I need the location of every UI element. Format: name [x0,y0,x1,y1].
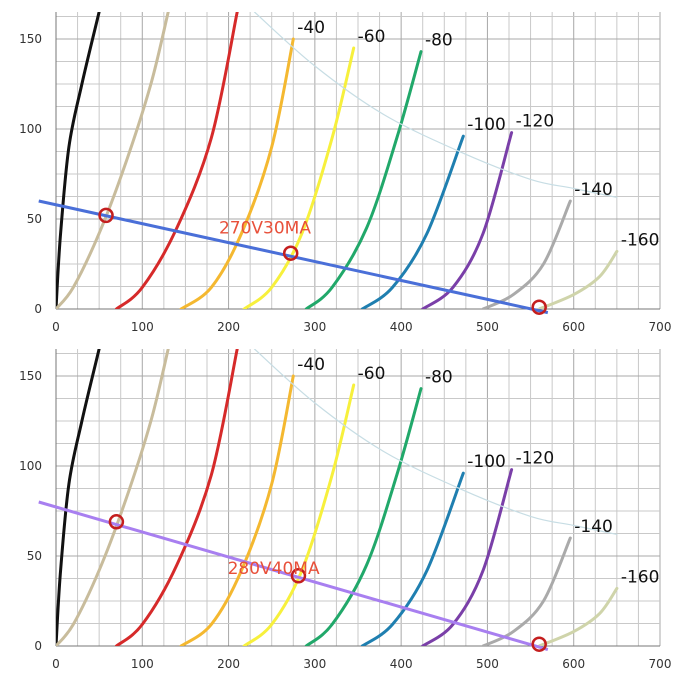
load-line [38,500,549,652]
x-tick-label: 700 [649,320,672,334]
x-tick-label: 100 [131,657,154,671]
curves [56,349,619,646]
load-line [38,199,549,315]
x-tick-label: 600 [562,657,585,671]
plate-curve-9 [537,586,619,646]
grid [55,349,661,647]
curve-label: -40 [297,355,325,375]
x-tick-label: 0 [52,657,60,671]
y-tick-label: 150 [19,369,42,383]
x-tick-label: 500 [476,657,499,671]
curve-label: -40 [297,18,325,38]
curve-label: -60 [358,27,386,47]
operating-point-marker [531,299,547,315]
x-tick-label: 700 [649,657,672,671]
plate-curve-9 [537,249,619,309]
plate-curve-3 [179,374,295,646]
y-tick-label: 0 [34,302,42,316]
curve-label: -80 [425,368,453,388]
plate-curve-8 [481,199,572,309]
operating-point-annotation: 280V40MA [228,559,320,579]
operating-point-marker [98,207,114,224]
bottom-chart-panel: 0 100 200 300 400 500 600 700 0 50 100 150 -40 -60 -80… [19,349,671,671]
x-tick-label: 600 [562,320,585,334]
x-tick-label: 100 [131,320,154,334]
curve-label: -140 [574,180,613,200]
x-tick-label: 400 [390,657,413,671]
plate-curve-1 [56,349,170,646]
curve-label: -100 [467,115,506,135]
curve-label: -120 [516,112,555,132]
y-tick-label: 50 [27,212,42,226]
plate-curve-2 [114,12,239,309]
y-tick-label: 100 [19,122,42,136]
operating-point-marker [531,636,547,652]
y-tick-label: 100 [19,459,42,473]
operating-point-annotation: 270V30MA [219,218,311,238]
y-tick-label: 0 [34,639,42,653]
x-tick-label: 200 [217,657,240,671]
plate-curve-1 [56,12,170,309]
curve-label: -160 [621,230,660,250]
curves [56,12,619,309]
plate-curve-0 [56,349,101,646]
operating-point-marker [108,514,125,530]
curve-label: -60 [358,364,386,384]
plate-curve-4 [242,46,356,309]
plate-curve-10 [253,349,618,535]
curve-label: -120 [516,449,555,469]
plate-curve-6 [360,471,465,646]
operating-point-marker [290,568,307,584]
load-line-group [38,199,549,315]
plate-curve-5 [304,387,423,646]
x-tick-label: 500 [476,320,499,334]
x-tick-label: 200 [217,320,240,334]
top-chart-panel: 0 100 200 300 400 500 600 700 0 50 100 150 -40 -60 -80… [19,12,671,334]
plate-curve-4 [242,383,356,646]
curve-label: -80 [425,31,453,51]
x-tick-label: 400 [390,320,413,334]
y-tick-label: 150 [19,32,42,46]
x-tick-label: 0 [52,320,60,334]
plate-curve-2 [114,349,239,646]
x-tick-label: 300 [303,657,326,671]
x-tick-label: 300 [303,320,326,334]
plate-curve-8 [481,536,572,646]
curve-label: -100 [467,452,506,472]
curve-label: -160 [621,567,660,587]
plate-curve-6 [360,134,465,309]
plate-curve-5 [304,50,423,309]
y-tick-label: 50 [27,549,42,563]
load-line-group [38,500,549,652]
curve-label: -140 [574,517,613,537]
plate-curve-10 [253,12,618,198]
operating-point-marker [282,245,299,261]
plate-curve-0 [56,12,101,309]
plate-curve-3 [179,37,295,309]
